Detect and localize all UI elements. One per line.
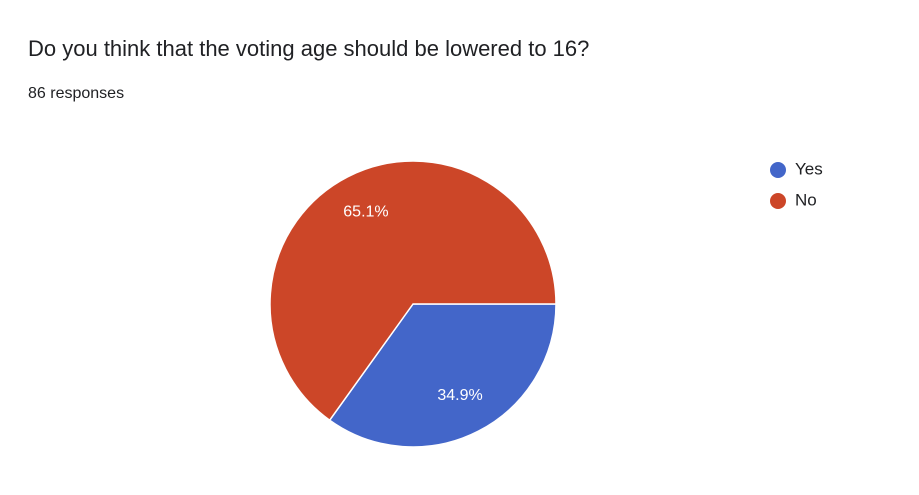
chart-title: Do you think that the voting age should … — [28, 36, 589, 61]
legend-label: Yes — [795, 159, 823, 178]
pie-slice — [269, 160, 557, 422]
data-label: 65.1% — [343, 204, 388, 221]
data-label: 34.9% — [437, 387, 482, 404]
legend-marker — [770, 193, 786, 209]
chart-subtitle: 86 responses — [28, 85, 124, 102]
legend-marker — [770, 162, 786, 178]
pie-slice — [328, 303, 557, 448]
legend-label: No — [795, 190, 817, 209]
